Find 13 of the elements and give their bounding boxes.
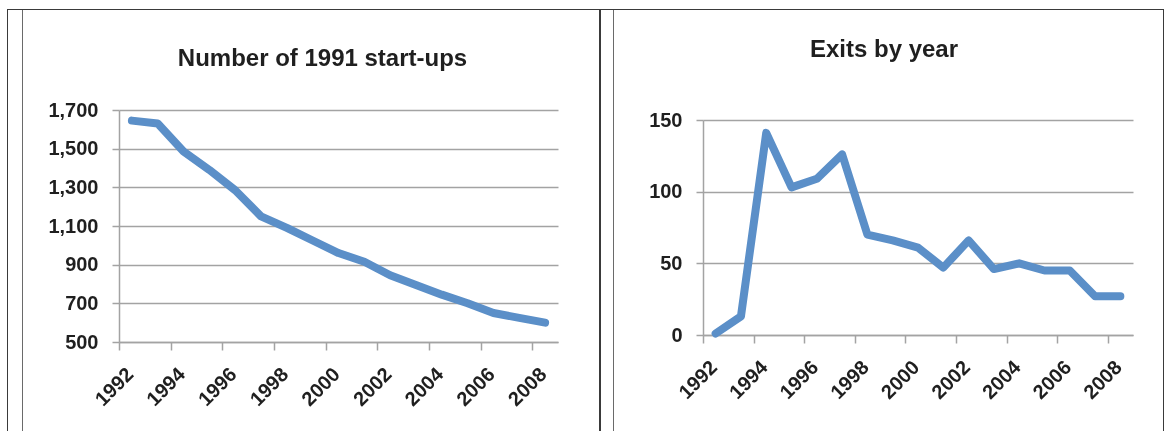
chart-title: Number of 1991 start-ups	[177, 44, 468, 71]
y-tick-label: 500	[65, 330, 99, 353]
y-tick-label: 1,500	[48, 137, 99, 160]
y-tick-label: 150	[649, 108, 683, 131]
y-tick-label: 1,300	[48, 175, 99, 198]
y-tick-label: 1,700	[48, 98, 99, 121]
y-tick-label: 700	[65, 291, 99, 314]
y-tick-label: 900	[65, 253, 99, 276]
y-tick-label: 0	[671, 323, 683, 346]
y-tick-label: 100	[649, 180, 683, 203]
y-tick-label: 1,100	[48, 214, 99, 237]
y-tick-label: 50	[660, 251, 683, 274]
chart-title: Exits by year	[809, 35, 959, 62]
